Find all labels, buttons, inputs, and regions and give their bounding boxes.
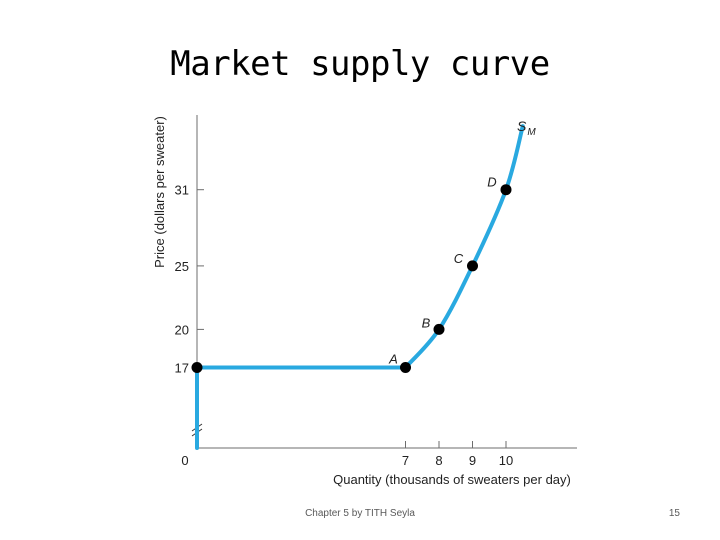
supply-curve-line [195, 124, 525, 450]
x-tick-label: 9 [469, 453, 476, 468]
x-tick-label: 7 [402, 453, 409, 468]
y-tick-label: 20 [175, 322, 189, 337]
curve-label-subscript: M [527, 127, 536, 138]
y-tick-label: 17 [175, 361, 189, 376]
page-number: 15 [668, 508, 680, 519]
chart-labels-group: Quantity (thousands of sweaters per day)… [152, 116, 571, 487]
chart-axes [191, 115, 577, 449]
point-label-d: D [487, 175, 496, 190]
x-axis-label: Quantity (thousands of sweaters per day) [333, 472, 571, 487]
point-label-c: C [454, 251, 464, 266]
data-point-a [400, 362, 411, 373]
supply-curve-group [195, 124, 525, 450]
slide-title: Market supply curve [170, 44, 550, 84]
y-axis-label: Price (dollars per sweater) [152, 116, 167, 268]
data-point-c [467, 260, 478, 272]
data-point-b [433, 323, 445, 335]
point-label-a: A [388, 352, 398, 367]
data-point-a [191, 362, 203, 373]
origin-label: 0 [181, 453, 188, 468]
point-label-b: B [422, 315, 431, 330]
y-tick-label: 31 [175, 183, 189, 198]
x-tick-label: 8 [435, 453, 442, 468]
slide-footer: Chapter 5 by TITH Seyla [305, 508, 415, 519]
chart-ticks: 17 20 25 31 7 8 9 10 0 [175, 183, 514, 468]
data-points-group [191, 184, 512, 373]
data-point-d [500, 184, 512, 196]
y-tick-label: 25 [175, 259, 189, 274]
x-tick-label: 10 [499, 453, 513, 468]
